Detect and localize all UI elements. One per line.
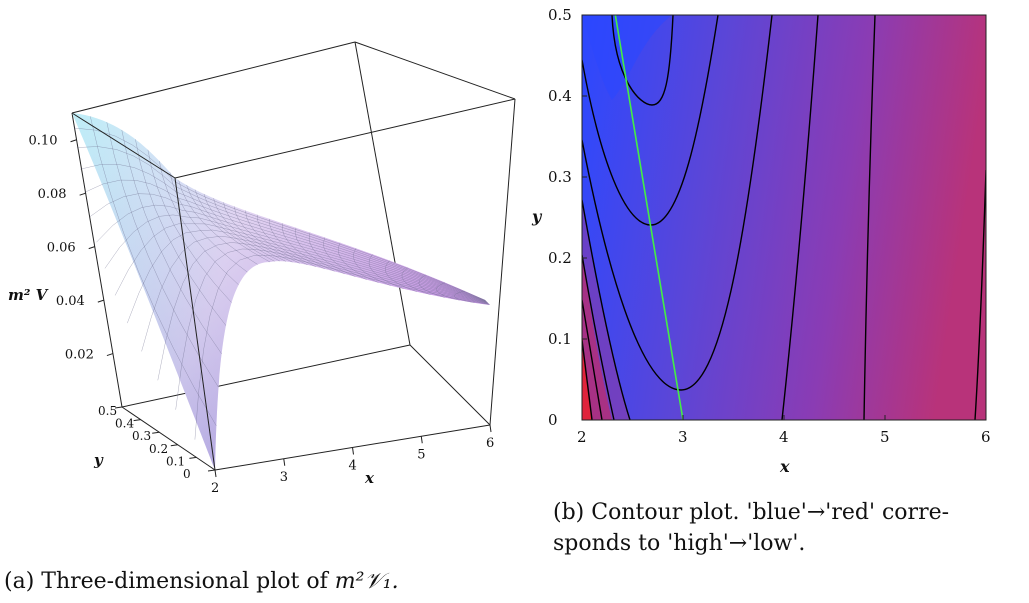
y-tick-label: 0.1	[166, 454, 185, 468]
contour-y-tick-label: 0.5	[548, 6, 572, 24]
contour-x-axis: 2 3 4 5 6	[577, 415, 991, 446]
x-tick-label: 4	[349, 459, 357, 474]
bounding-box	[71, 41, 516, 426]
contour-x-tick-label: 5	[880, 428, 890, 446]
contour-y-tick-label: 0.3	[548, 168, 572, 186]
contour-x-tick-label: 4	[779, 428, 789, 446]
surface-plot: 0.02 0.04 0.06 0.08 0.10 2 3 4 5 6 00.10.20.30.4…	[8, 41, 516, 496]
caption-b: (b) Contour plot. 'blue'→'red' corre- sp…	[553, 497, 949, 559]
z-axis: 0.02 0.04 0.06 0.08 0.10	[29, 134, 114, 363]
caption-b-line2: sponds to 'high'→'low'.	[553, 531, 806, 556]
caption-b-line1: (b) Contour plot. 'blue'→'red' corre-	[553, 500, 950, 525]
y-axis-label: y	[93, 451, 104, 469]
caption-a-math: m²𝒱₁.	[334, 569, 399, 594]
x-tick-label: 6	[486, 436, 494, 451]
contour-x-axis-label: x	[779, 457, 790, 476]
contour-y-tick-label: 0.1	[548, 330, 572, 348]
y-tick-label: 0.3	[132, 429, 151, 443]
contour-y-axis: 0 0.1 0.2 0.3 0.4 0.5	[548, 6, 587, 429]
contour-x-tick-label: 3	[678, 428, 688, 446]
z-axis-label: m² V	[8, 286, 49, 304]
y-tick-label: 0.4	[115, 417, 134, 431]
caption-a: (a) Three-dimensional plot of m²𝒱₁.	[4, 566, 399, 597]
contour-plot: 2 3 4 5 6 0 0.1 0.2 0.3 0.4 0.5 x y	[531, 6, 991, 476]
surface-grid	[74, 116, 490, 440]
z-tick-label: 0.04	[56, 294, 85, 309]
z-tick-label: 0.10	[29, 134, 58, 149]
x-axis-label: x	[364, 469, 375, 487]
contour-lines	[582, 15, 986, 420]
y-axis: 00.10.20.30.40.5	[98, 404, 216, 481]
y-tick-label: 0.5	[98, 404, 117, 418]
contour-y-tick-label: 0	[548, 411, 558, 429]
y-tick-label: 0	[183, 467, 191, 481]
contour-y-tick-label: 0.2	[548, 249, 572, 267]
x-tick-label: 3	[280, 470, 288, 485]
z-tick-label: 0.02	[65, 348, 94, 363]
contour-y-axis-label: y	[531, 207, 543, 226]
y-tick-label: 0.2	[149, 442, 168, 456]
z-tick-label: 0.06	[47, 241, 76, 256]
x-tick-label: 5	[417, 447, 425, 462]
valley-curve	[614, 15, 684, 420]
x-axis: 2 3 4 5 6	[211, 424, 494, 496]
contour-y-tick-label: 0.4	[548, 87, 572, 105]
x-tick-label: 2	[211, 481, 219, 496]
contour-x-tick-label: 6	[981, 428, 991, 446]
caption-a-label: (a) Three-dimensional plot of	[4, 569, 335, 594]
contour-x-tick-label: 2	[577, 428, 587, 446]
z-tick-label: 0.08	[38, 187, 67, 202]
